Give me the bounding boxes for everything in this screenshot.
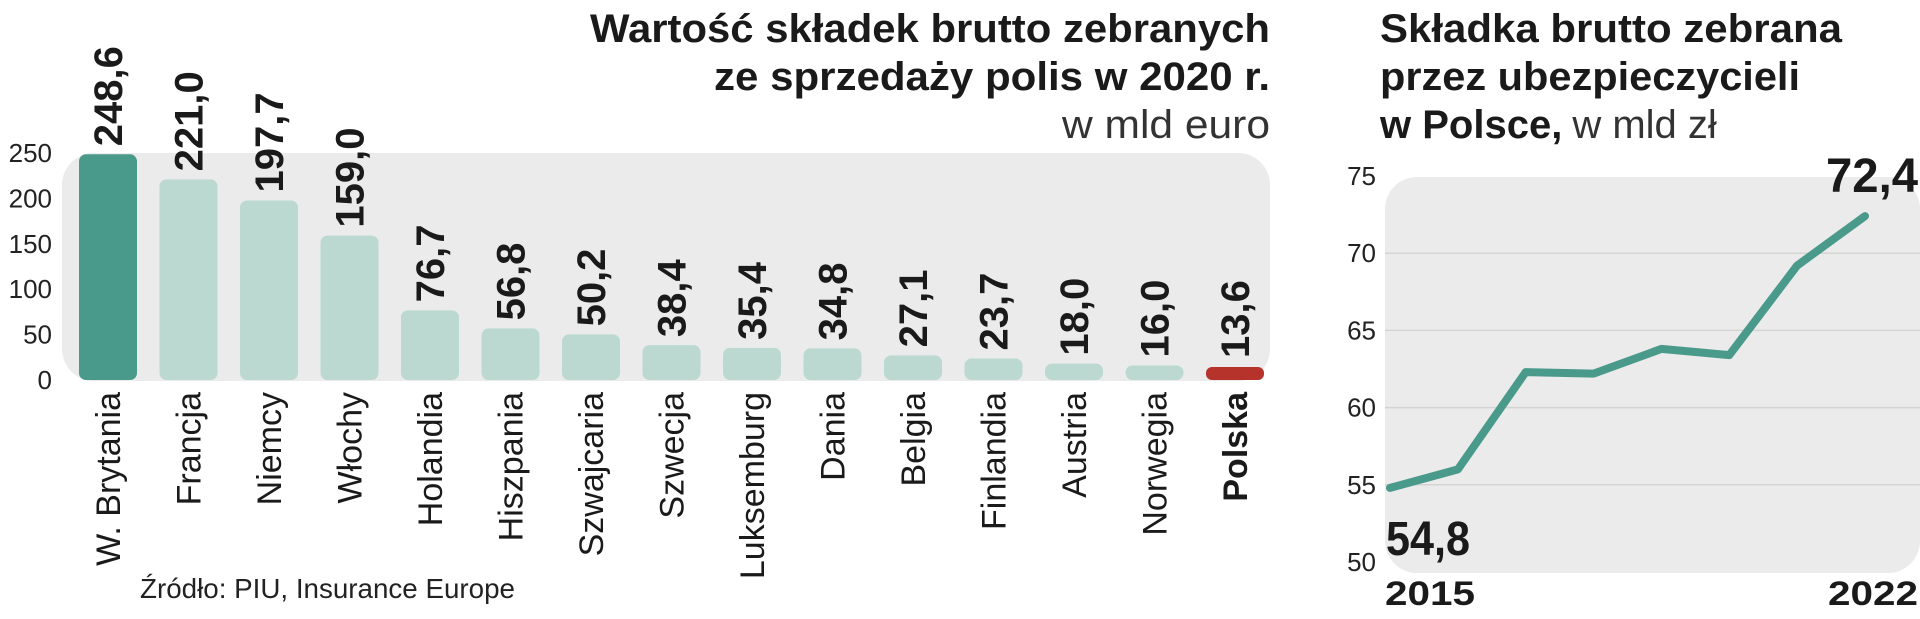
bar-category-label: Włochy	[332, 392, 370, 503]
bar-y-tick-label: 100	[9, 274, 52, 304]
bar-y-tick-label: 0	[38, 365, 52, 395]
line-chart-title-line1: Składka brutto zebrana	[1380, 7, 1843, 51]
bar-chart-unit: w mld euro	[1061, 103, 1270, 147]
bar-category-label: Austria	[1056, 392, 1094, 498]
bar	[964, 358, 1023, 380]
bar-value-label: 34,8	[812, 263, 856, 341]
bar-category-label: Hiszpania	[493, 392, 531, 541]
bar-category-label: Belgia	[895, 392, 933, 487]
bar	[1125, 365, 1184, 380]
bar-category-label: Szwecja	[654, 392, 692, 519]
bar-value-label: 18,0	[1053, 278, 1097, 356]
bar-value-label: 248,6	[87, 46, 131, 146]
bar	[481, 328, 540, 380]
line-series	[1386, 212, 1869, 492]
bar-value-labels: 248,6 221,0 197,7 159,0 76,7 56,8 50,2 38,4 35,4…	[87, 46, 1258, 358]
bar-value-label: 50,2	[570, 249, 614, 327]
bar	[803, 348, 862, 380]
bar-value-label: 56,8	[490, 243, 534, 321]
bar-chart-title-line2: ze sprzedaży polis w 2020 r.	[714, 55, 1270, 99]
line-gridlines	[1385, 252, 1920, 486]
line-chart-title-bold: w Polsce,	[1379, 103, 1562, 147]
source-note: Źródło: PIU, Insurance Europe	[140, 573, 515, 604]
bar-value-label: 27,1	[892, 270, 936, 348]
line-chart-unit: w mld zł	[1571, 103, 1717, 147]
bar-category-labels: W. Brytania Francja Niemcy Włochy Holandia Hi…	[90, 391, 1255, 579]
bar-y-tick-label: 200	[9, 183, 52, 213]
line-y-tick-label: 65	[1347, 315, 1376, 345]
line-x-tick-end: 2022	[1828, 575, 1918, 613]
bar-value-label: 221,0	[168, 71, 212, 171]
bar	[240, 200, 298, 380]
bar-chart-title-line1: Wartość składek brutto zebranych	[590, 7, 1270, 51]
bar-series	[79, 154, 1264, 380]
line-y-tick-label: 50	[1347, 547, 1376, 577]
bar-category-label: Dania	[815, 392, 853, 481]
line-y-tick-label: 60	[1347, 393, 1376, 423]
bar-category-label: W. Brytania	[90, 392, 128, 566]
bar-category-label: Holandia	[412, 392, 450, 526]
line-chart-title-line3: w Polsce, w mld zł	[1379, 103, 1717, 147]
line-y-tick-label: 70	[1347, 238, 1376, 268]
bar-category-label: Szwajcaria	[573, 392, 611, 556]
bar	[562, 334, 620, 380]
bar-value-label: 35,4	[731, 261, 775, 340]
bar-y-tick-label: 50	[23, 320, 52, 350]
bar	[401, 310, 459, 380]
line-end-value-label: 72,4	[1826, 150, 1918, 203]
bar-value-label: 23,7	[973, 273, 1017, 351]
bar-value-label: 76,7	[409, 224, 453, 302]
bar-value-label: 159,0	[329, 128, 373, 228]
bar	[320, 235, 379, 380]
bar	[723, 347, 781, 380]
bar-category-label: Francja	[171, 392, 209, 505]
bar	[79, 154, 137, 380]
line-start-value-label: 54,8	[1386, 513, 1470, 566]
line-y-tick-label: 75	[1347, 161, 1376, 191]
bar-value-label: 38,4	[651, 259, 695, 338]
bar	[642, 345, 701, 380]
bar	[159, 179, 218, 380]
line-x-tick-start: 2015	[1385, 575, 1475, 613]
line-y-tick-label: 55	[1347, 470, 1376, 500]
line-chart-title-line2: przez ubezpieczycieli	[1380, 55, 1800, 99]
bar-category-label: Niemcy	[251, 392, 289, 505]
bar-y-tick-label: 250	[9, 138, 52, 168]
bar-category-label: Finlandia	[976, 392, 1014, 530]
bar	[1045, 363, 1103, 380]
bar-category-label: Polska	[1217, 391, 1255, 502]
bar-value-label: 197,7	[248, 92, 292, 192]
bar-category-label: Luksemburg	[734, 392, 772, 579]
bar-value-label: 13,6	[1214, 280, 1258, 358]
bar-y-tick-label: 150	[9, 229, 52, 259]
bar-chart: 0 50 100 150 200 250 248,6 221,0 197,7 159,0 76,7…	[9, 7, 1270, 604]
bar-value-label: 16,0	[1134, 280, 1178, 358]
bar-category-label: Norwegia	[1137, 392, 1175, 536]
line-chart: 50 55 60 65 70 75 Składka brutto zebrana prze…	[1347, 7, 1920, 613]
bar	[884, 355, 942, 380]
line-y-axis: 50 55 60 65 70 75	[1347, 161, 1376, 577]
bar-y-axis: 0 50 100 150 200 250	[9, 138, 52, 395]
bar	[1206, 367, 1264, 380]
